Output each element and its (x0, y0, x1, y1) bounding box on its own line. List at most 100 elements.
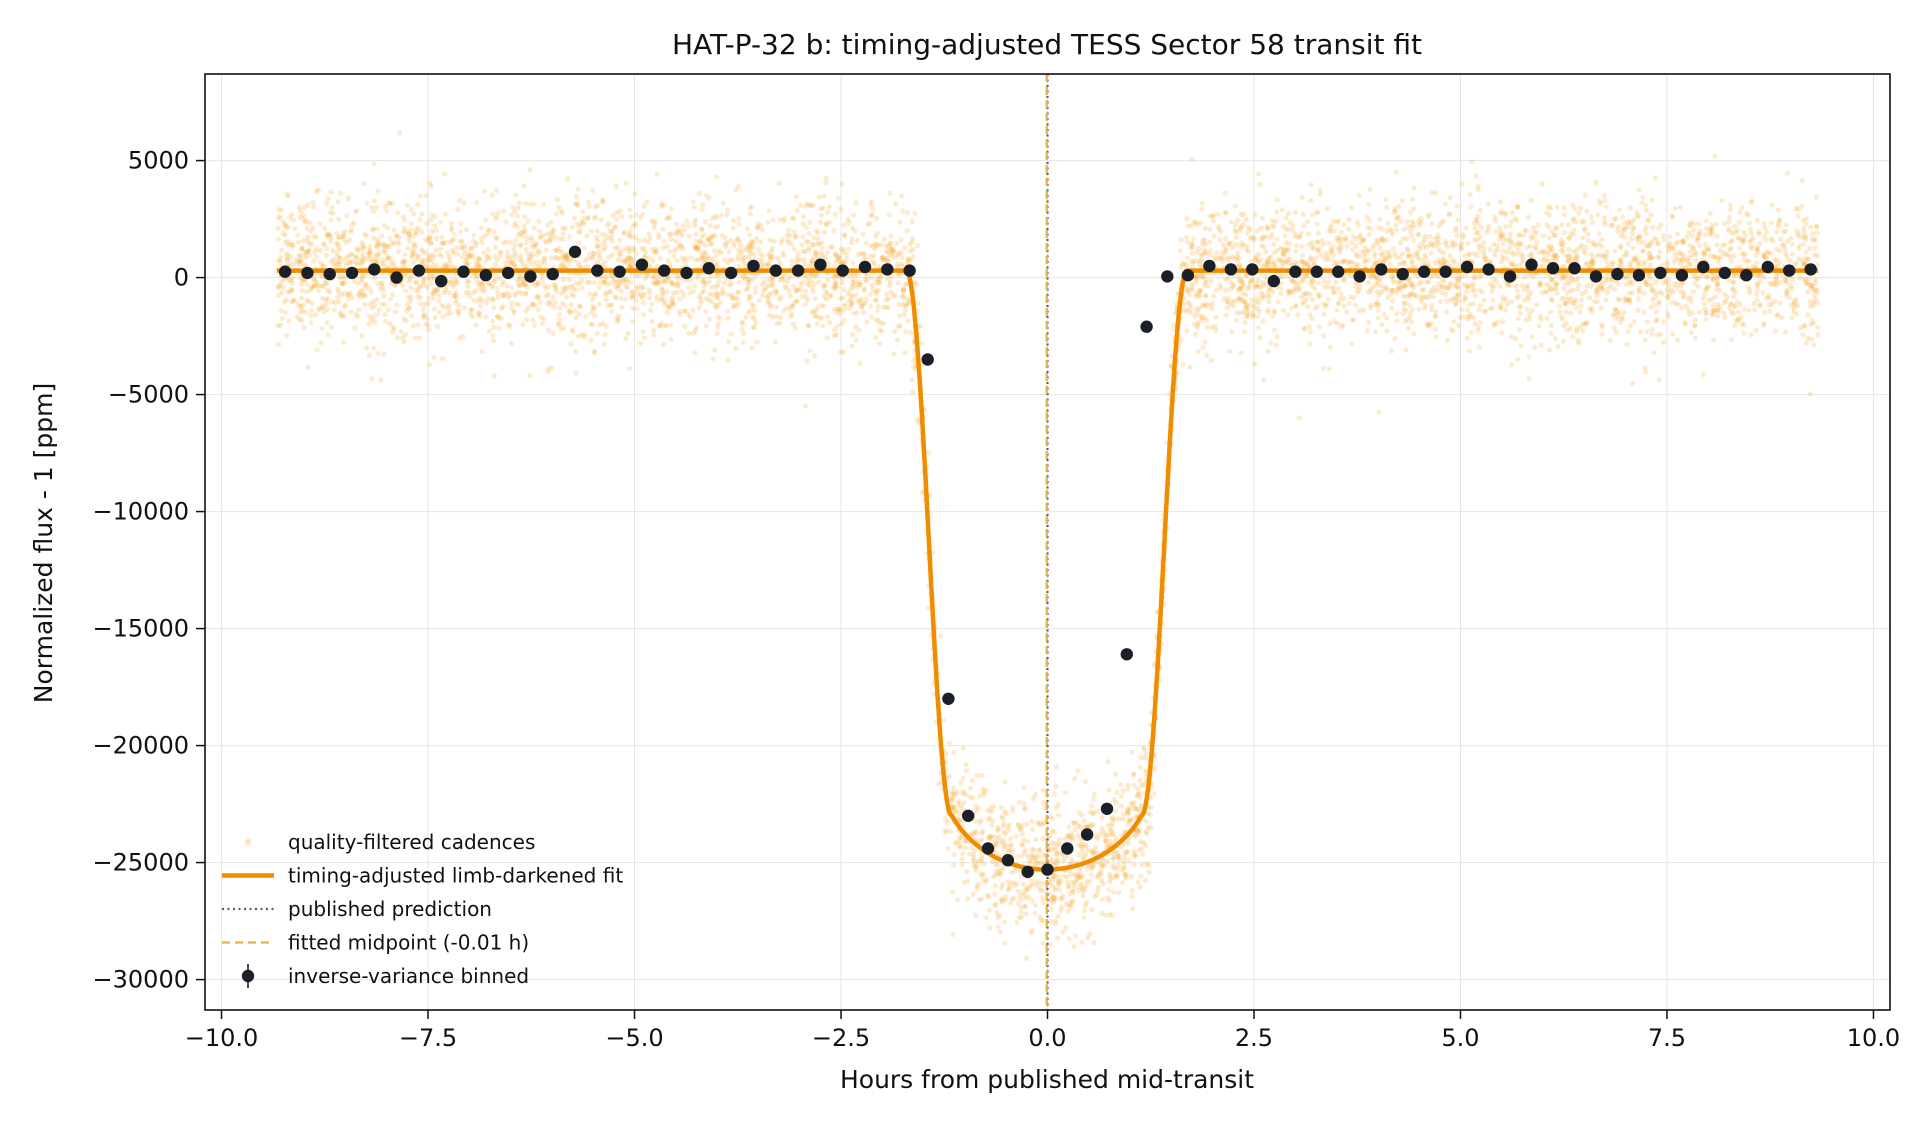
cadence-point (1626, 219, 1631, 224)
cadence-point (1366, 320, 1371, 325)
cadence-point (1702, 302, 1707, 307)
cadence-point (835, 324, 840, 329)
cadence-point (1808, 225, 1813, 230)
cadence-point (1473, 293, 1478, 298)
cadence-point (558, 327, 563, 332)
cadence-point (1568, 311, 1573, 316)
cadence-point (1099, 815, 1104, 820)
cadence-point (1529, 251, 1534, 256)
cadence-point (1491, 277, 1496, 282)
cadence-point (821, 194, 826, 199)
cadence-point (534, 259, 539, 264)
cadence-point (1018, 893, 1023, 898)
cadence-point (675, 258, 680, 263)
cadence-point (1085, 866, 1090, 871)
cadence-point (1801, 242, 1806, 247)
cadence-point (1466, 241, 1471, 246)
cadence-point (1148, 812, 1153, 817)
cadence-point (409, 313, 414, 318)
cadence-point (1500, 319, 1505, 324)
cadence-point (1106, 833, 1111, 838)
cadence-point (1736, 310, 1741, 315)
cadence-point (1574, 329, 1579, 334)
cadence-point (1469, 159, 1474, 164)
cadence-point (1549, 323, 1554, 328)
cadence-point (982, 792, 987, 797)
cadence-point (1796, 256, 1801, 261)
cadence-point (404, 308, 409, 313)
cadence-point (1584, 245, 1589, 250)
cadence-point (964, 869, 969, 874)
cadence-point (1392, 336, 1397, 341)
cadence-point (1649, 212, 1654, 217)
cadence-point (1514, 283, 1519, 288)
cadence-point (1650, 327, 1655, 332)
cadence-point (362, 232, 367, 237)
cadence-point (338, 191, 343, 196)
cadence-point (474, 200, 479, 205)
cadence-point (1276, 299, 1281, 304)
cadence-point (1478, 208, 1483, 213)
cadence-point (915, 243, 920, 248)
cadence-point (1642, 366, 1647, 371)
cadence-point (1539, 181, 1544, 186)
cadence-point (1769, 282, 1774, 287)
cadence-point (458, 221, 463, 226)
cadence-point (1376, 410, 1381, 415)
cadence-point (1742, 307, 1747, 312)
cadence-point (330, 211, 335, 216)
cadence-point (417, 301, 422, 306)
cadence-point (1562, 205, 1567, 210)
cadence-point (1258, 182, 1263, 187)
cadence-point (1128, 818, 1133, 823)
cadence-point (1220, 250, 1225, 255)
cadence-point (306, 202, 311, 207)
cadence-point (1527, 316, 1532, 321)
cadence-point (1040, 918, 1045, 923)
cadence-point (873, 335, 878, 340)
cadence-point (1137, 847, 1142, 852)
cadence-point (1129, 894, 1134, 899)
cadence-point (1806, 312, 1811, 317)
cadence-point (645, 272, 650, 277)
cadence-point (1443, 241, 1448, 246)
cadence-point (1263, 249, 1268, 254)
cadence-point (1426, 214, 1431, 219)
cadence-point (561, 277, 566, 282)
cadence-point (1815, 230, 1820, 235)
cadence-point (586, 200, 591, 205)
cadence-point (1321, 278, 1326, 283)
cadence-point (561, 237, 566, 242)
cadence-point (356, 281, 361, 286)
cadence-point (633, 222, 638, 227)
cadence-point (819, 213, 824, 218)
cadence-point (1366, 280, 1371, 285)
cadence-point (697, 305, 702, 310)
cadence-point (435, 288, 440, 293)
cadence-point (1238, 225, 1243, 230)
cadence-point (1022, 904, 1027, 909)
cadence-point (727, 249, 732, 254)
cadence-point (1563, 309, 1568, 314)
cadence-point (1223, 236, 1228, 241)
cadence-point (390, 292, 395, 297)
cadence-point (597, 302, 602, 307)
cadence-point (623, 296, 628, 301)
cadence-point (1209, 306, 1214, 311)
cadence-point (1777, 248, 1782, 253)
cadence-point (1126, 809, 1131, 814)
cadence-point (1672, 206, 1677, 211)
cadence-point (1794, 206, 1799, 211)
cadence-point (899, 193, 904, 198)
cadence-point (296, 240, 301, 245)
cadence-point (1568, 296, 1573, 301)
cadence-point (1209, 325, 1214, 330)
cadence-point (1082, 908, 1087, 913)
cadence-point (315, 283, 320, 288)
cadence-point (993, 902, 998, 907)
cadence-point (960, 857, 965, 862)
cadence-point (1804, 250, 1809, 255)
cadence-point (1769, 220, 1774, 225)
cadence-point (640, 295, 645, 300)
